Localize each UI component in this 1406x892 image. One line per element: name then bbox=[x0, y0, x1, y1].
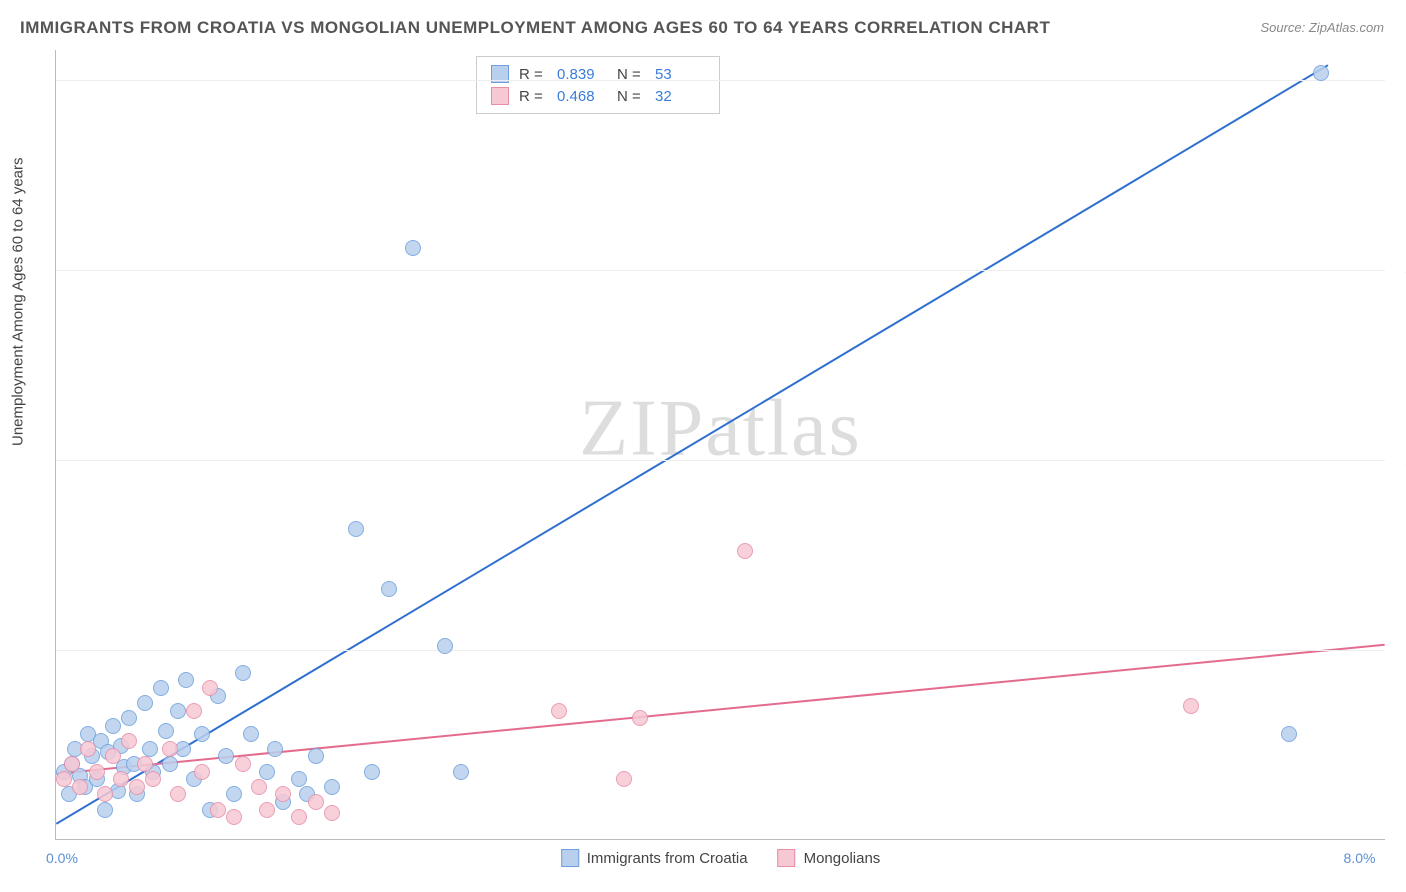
legend-label: Immigrants from Croatia bbox=[587, 850, 748, 867]
trend-lines-layer bbox=[56, 50, 1385, 839]
legend-r-label: R = bbox=[519, 88, 547, 105]
data-point bbox=[153, 680, 169, 696]
data-point bbox=[616, 771, 632, 787]
legend-n-label: N = bbox=[617, 88, 645, 105]
legend-n-value: 32 bbox=[655, 88, 705, 105]
data-point bbox=[381, 581, 397, 597]
data-point bbox=[275, 786, 291, 802]
data-point bbox=[226, 809, 242, 825]
correlation-legend: R =0.839N =53 R = 0.468 N = 32 bbox=[476, 56, 720, 114]
data-point bbox=[437, 638, 453, 654]
data-point bbox=[405, 240, 421, 256]
data-point bbox=[632, 710, 648, 726]
data-point bbox=[324, 779, 340, 795]
data-point bbox=[308, 794, 324, 810]
data-point bbox=[178, 672, 194, 688]
chart-title: IMMIGRANTS FROM CROATIA VS MONGOLIAN UNE… bbox=[20, 18, 1050, 38]
data-point bbox=[162, 741, 178, 757]
data-point bbox=[243, 726, 259, 742]
data-point bbox=[105, 718, 121, 734]
data-point bbox=[137, 756, 153, 772]
legend-swatch bbox=[491, 87, 509, 105]
gridline bbox=[56, 650, 1385, 651]
data-point bbox=[121, 710, 137, 726]
data-point bbox=[170, 703, 186, 719]
data-point bbox=[72, 779, 88, 795]
data-point bbox=[235, 665, 251, 681]
data-point bbox=[226, 786, 242, 802]
data-point bbox=[113, 771, 129, 787]
data-point bbox=[194, 764, 210, 780]
data-point bbox=[348, 521, 364, 537]
data-point bbox=[235, 756, 251, 772]
data-point bbox=[259, 802, 275, 818]
source-attribution: Source: ZipAtlas.com bbox=[1260, 20, 1384, 35]
data-point bbox=[105, 748, 121, 764]
data-point bbox=[129, 779, 145, 795]
data-point bbox=[142, 741, 158, 757]
legend-item: Mongolians bbox=[778, 849, 881, 867]
data-point bbox=[1183, 698, 1199, 714]
data-point bbox=[186, 703, 202, 719]
data-point bbox=[737, 543, 753, 559]
data-point bbox=[291, 809, 307, 825]
data-point bbox=[259, 764, 275, 780]
data-point bbox=[137, 695, 153, 711]
x-tick-label: 0.0% bbox=[46, 850, 78, 866]
gridline bbox=[56, 270, 1385, 271]
legend-item: Immigrants from Croatia bbox=[561, 849, 748, 867]
data-point bbox=[162, 756, 178, 772]
data-point bbox=[170, 786, 186, 802]
data-point bbox=[291, 771, 307, 787]
plot-area: ZIPatlas R =0.839N =53R =0.468N =32 Immi… bbox=[55, 50, 1385, 840]
series-legend: Immigrants from Croatia Mongolians bbox=[561, 849, 881, 867]
data-point bbox=[218, 748, 234, 764]
gridline bbox=[56, 80, 1385, 81]
data-point bbox=[145, 771, 161, 787]
legend-r-value: 0.468 bbox=[557, 88, 607, 105]
legend-swatch bbox=[778, 849, 796, 867]
data-point bbox=[453, 764, 469, 780]
data-point bbox=[121, 733, 137, 749]
data-point bbox=[1281, 726, 1297, 742]
data-point bbox=[202, 680, 218, 696]
trend-line bbox=[56, 65, 1328, 824]
data-point bbox=[251, 779, 267, 795]
data-point bbox=[89, 764, 105, 780]
data-point bbox=[210, 802, 226, 818]
gridline bbox=[56, 460, 1385, 461]
y-axis-title: Unemployment Among Ages 60 to 64 years bbox=[10, 157, 27, 446]
data-point bbox=[80, 741, 96, 757]
correlation-chart: IMMIGRANTS FROM CROATIA VS MONGOLIAN UNE… bbox=[0, 0, 1406, 892]
data-point bbox=[97, 802, 113, 818]
data-point bbox=[194, 726, 210, 742]
data-point bbox=[308, 748, 324, 764]
data-point bbox=[324, 805, 340, 821]
legend-row: R = 0.468 N = 32 bbox=[491, 85, 705, 107]
legend-row: R =0.839N =53 bbox=[491, 63, 705, 85]
legend-label: Mongolians bbox=[804, 850, 881, 867]
data-point bbox=[158, 723, 174, 739]
data-point bbox=[267, 741, 283, 757]
data-point bbox=[1313, 65, 1329, 81]
legend-swatch bbox=[561, 849, 579, 867]
data-point bbox=[364, 764, 380, 780]
data-point bbox=[551, 703, 567, 719]
x-tick-label: 8.0% bbox=[1344, 850, 1376, 866]
data-point bbox=[64, 756, 80, 772]
data-point bbox=[56, 771, 72, 787]
data-point bbox=[97, 786, 113, 802]
